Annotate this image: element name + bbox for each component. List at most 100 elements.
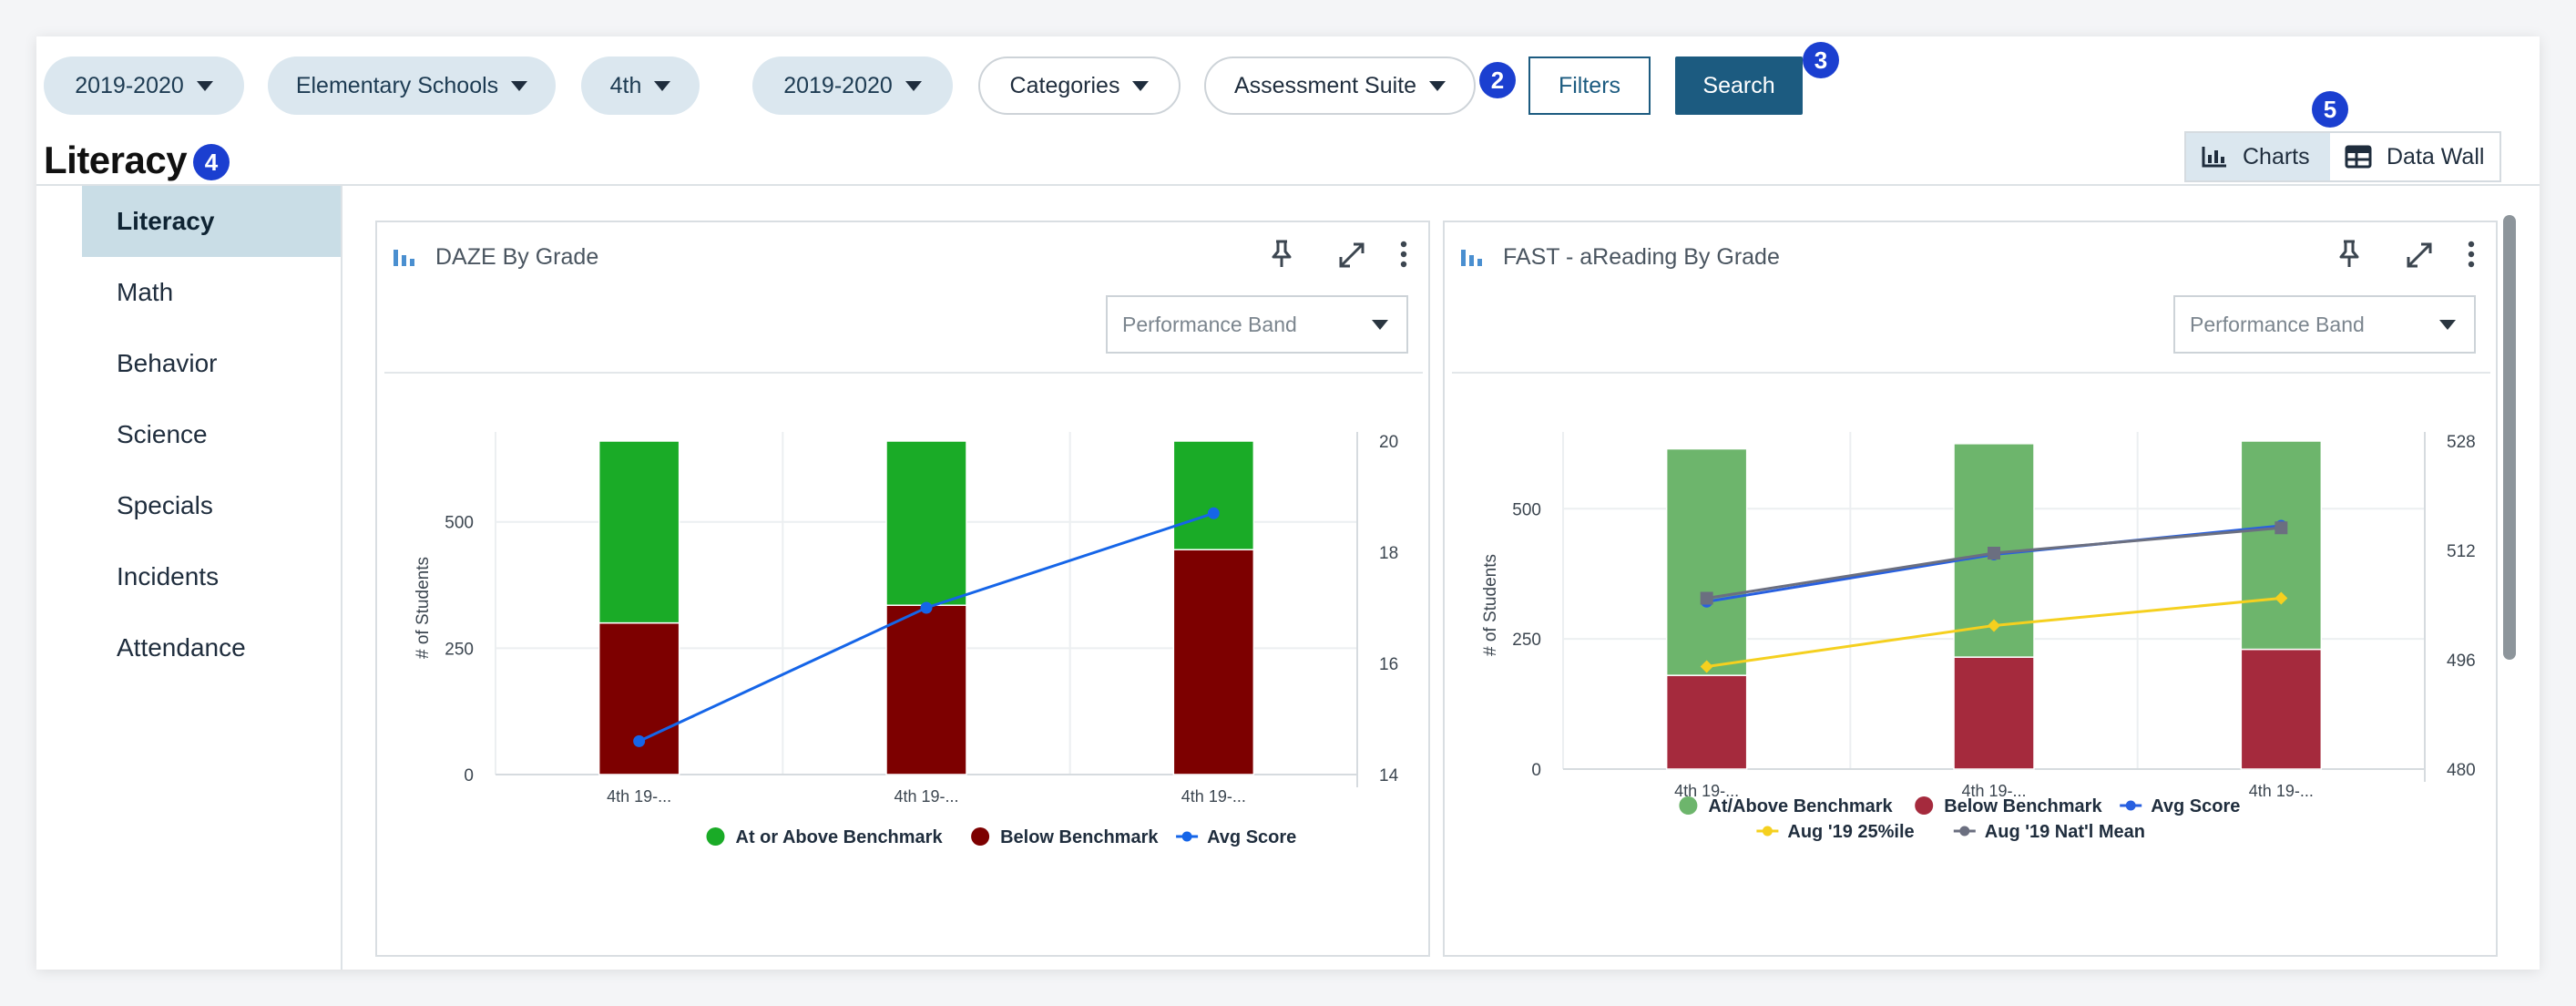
more-vertical-icon[interactable] bbox=[2465, 239, 2478, 270]
school-type-filter-label: Elementary Schools bbox=[295, 72, 499, 98]
y-tick-label: 250 bbox=[1512, 631, 1541, 650]
bar-chart-icon bbox=[2202, 147, 2226, 168]
categories-dropdown[interactable]: Categories bbox=[978, 56, 1181, 115]
step-badge-5: 5 bbox=[2312, 91, 2348, 128]
grade-filter[interactable]: 4th bbox=[581, 56, 700, 115]
y2-tick-label: 20 bbox=[1379, 433, 1398, 452]
sidebar-item-behavior[interactable]: Behavior bbox=[117, 349, 218, 377]
grade-filter-label: 4th bbox=[609, 72, 642, 98]
y-tick-label: 250 bbox=[445, 640, 474, 659]
performance-band-value: Performance Band bbox=[1122, 312, 1297, 336]
line-point bbox=[2274, 591, 2288, 605]
bar-segment bbox=[1665, 674, 1748, 770]
bar-chart-icon bbox=[394, 250, 414, 266]
x-tick-label: 4th 19-... bbox=[2249, 782, 2314, 800]
line-point bbox=[1700, 591, 1713, 605]
bar-segment bbox=[885, 440, 967, 606]
sidebar-divider bbox=[341, 186, 342, 970]
pin-icon[interactable] bbox=[1268, 239, 1295, 270]
pin-icon[interactable] bbox=[2336, 239, 2363, 270]
categories-label: Categories bbox=[1009, 72, 1120, 98]
expand-icon[interactable] bbox=[1337, 239, 1366, 270]
sidebar-item-incidents[interactable]: Incidents bbox=[117, 562, 220, 590]
data-wall-toggle-button[interactable]: Data Wall bbox=[2330, 133, 2499, 180]
bar-segment bbox=[598, 621, 680, 775]
assessment-suite-dropdown[interactable]: Assessment Suite bbox=[1204, 56, 1476, 115]
y-tick-label: 500 bbox=[1512, 500, 1541, 519]
line-point bbox=[920, 601, 933, 614]
legend-label: Aug '19 Nat'l Mean bbox=[1985, 822, 2145, 842]
chevron-down-icon bbox=[1429, 80, 1446, 91]
search-button[interactable]: Search bbox=[1675, 56, 1803, 115]
chevron-down-icon bbox=[1372, 319, 1388, 330]
compare-year-filter[interactable]: 2019-2020 bbox=[752, 56, 953, 115]
y2-tick-label: 496 bbox=[2447, 652, 2476, 671]
view-toggle: Charts Data Wall bbox=[2184, 131, 2501, 182]
charts-toggle-label: Charts bbox=[2243, 143, 2310, 169]
x-tick-label: 4th 19-... bbox=[607, 787, 671, 806]
school-type-filter[interactable]: Elementary Schools bbox=[268, 56, 556, 115]
scrollbar-thumb[interactable] bbox=[2503, 215, 2516, 660]
bar-segment bbox=[1172, 549, 1255, 775]
assessment-suite-label: Assessment Suite bbox=[1233, 72, 1417, 98]
sidebar-item-math[interactable]: Math bbox=[117, 278, 174, 306]
legend-label: Avg Score bbox=[2151, 796, 2240, 816]
bar-segment bbox=[2240, 648, 2323, 770]
chevron-down-icon bbox=[511, 80, 528, 91]
performance-band-select[interactable]: Performance Band bbox=[2173, 295, 2476, 354]
chevron-down-icon bbox=[654, 80, 671, 91]
legend-label: Below Benchmark bbox=[1000, 827, 1159, 847]
x-tick-label: 4th 19-... bbox=[1674, 782, 1739, 800]
y2-tick-label: 14 bbox=[1379, 766, 1399, 785]
line-point bbox=[1988, 547, 2000, 559]
performance-band-select[interactable]: Performance Band bbox=[1106, 295, 1408, 354]
y-axis-label: # of Students bbox=[414, 557, 433, 659]
legend-label: Below Benchmark bbox=[1944, 796, 2102, 816]
page-title: Literacy bbox=[44, 139, 188, 181]
sidebar-item-science[interactable]: Science bbox=[117, 420, 208, 448]
y-axis-label: # of Students bbox=[1481, 554, 1500, 656]
step-badge-4: 4 bbox=[193, 144, 230, 180]
legend-swatch bbox=[971, 827, 990, 846]
year-filter[interactable]: 2019-2020 bbox=[44, 56, 244, 115]
filters-button[interactable]: Filters bbox=[1528, 56, 1651, 115]
y2-tick-label: 18 bbox=[1379, 544, 1398, 563]
x-tick-label: 4th 19-... bbox=[1961, 782, 2026, 800]
y-tick-label: 0 bbox=[1531, 761, 1541, 780]
bar-segment bbox=[2240, 440, 2323, 651]
chevron-down-icon bbox=[905, 80, 922, 91]
y2-tick-label: 16 bbox=[1379, 655, 1398, 674]
y2-tick-label: 480 bbox=[2447, 761, 2476, 780]
table-icon bbox=[2345, 145, 2372, 169]
performance-band-value: Performance Band bbox=[2190, 312, 2365, 336]
fast-chart-card: FAST - aReading By Grade Performance Ban… bbox=[1443, 221, 2498, 957]
legend-label: At or Above Benchmark bbox=[736, 827, 944, 847]
line-point bbox=[1700, 660, 1713, 673]
legend-swatch bbox=[1181, 831, 1192, 842]
y2-tick-label: 512 bbox=[2447, 542, 2476, 561]
chevron-down-icon bbox=[1132, 80, 1150, 91]
legend-swatch bbox=[1959, 826, 1970, 837]
x-tick-label: 4th 19-... bbox=[894, 787, 958, 806]
sidebar: Literacy Math Behavior Science Specials … bbox=[82, 186, 341, 970]
line-point bbox=[633, 734, 646, 747]
charts-toggle-button[interactable]: Charts bbox=[2186, 133, 2330, 180]
bar-segment bbox=[1172, 440, 1255, 550]
card-title: FAST - aReading By Grade bbox=[1503, 244, 1780, 270]
legend-label: Avg Score bbox=[1207, 827, 1296, 847]
sidebar-item-attendance[interactable]: Attendance bbox=[117, 633, 246, 662]
sidebar-item-specials[interactable]: Specials bbox=[117, 491, 213, 519]
daze-chart: 0 250 500 14 16 18 20 # of Students 4th 19-... 4t… bbox=[414, 432, 1399, 847]
legend-swatch bbox=[706, 827, 725, 846]
more-vertical-icon[interactable] bbox=[1397, 239, 1410, 270]
sidebar-item-literacy[interactable]: Literacy bbox=[82, 186, 341, 257]
bar-segment bbox=[1665, 447, 1748, 676]
y2-tick-label: 528 bbox=[2447, 433, 2476, 452]
fast-chart: 0 250 500 480 496 512 528 # of Students 4th 19-.… bbox=[1481, 432, 2476, 842]
bar-segment bbox=[885, 604, 967, 775]
compare-year-filter-label: 2019-2020 bbox=[783, 72, 893, 98]
bar-chart-icon bbox=[1461, 250, 1482, 266]
expand-icon[interactable] bbox=[2405, 239, 2434, 270]
card-divider bbox=[1452, 372, 2490, 374]
legend-swatch bbox=[1679, 796, 1698, 815]
